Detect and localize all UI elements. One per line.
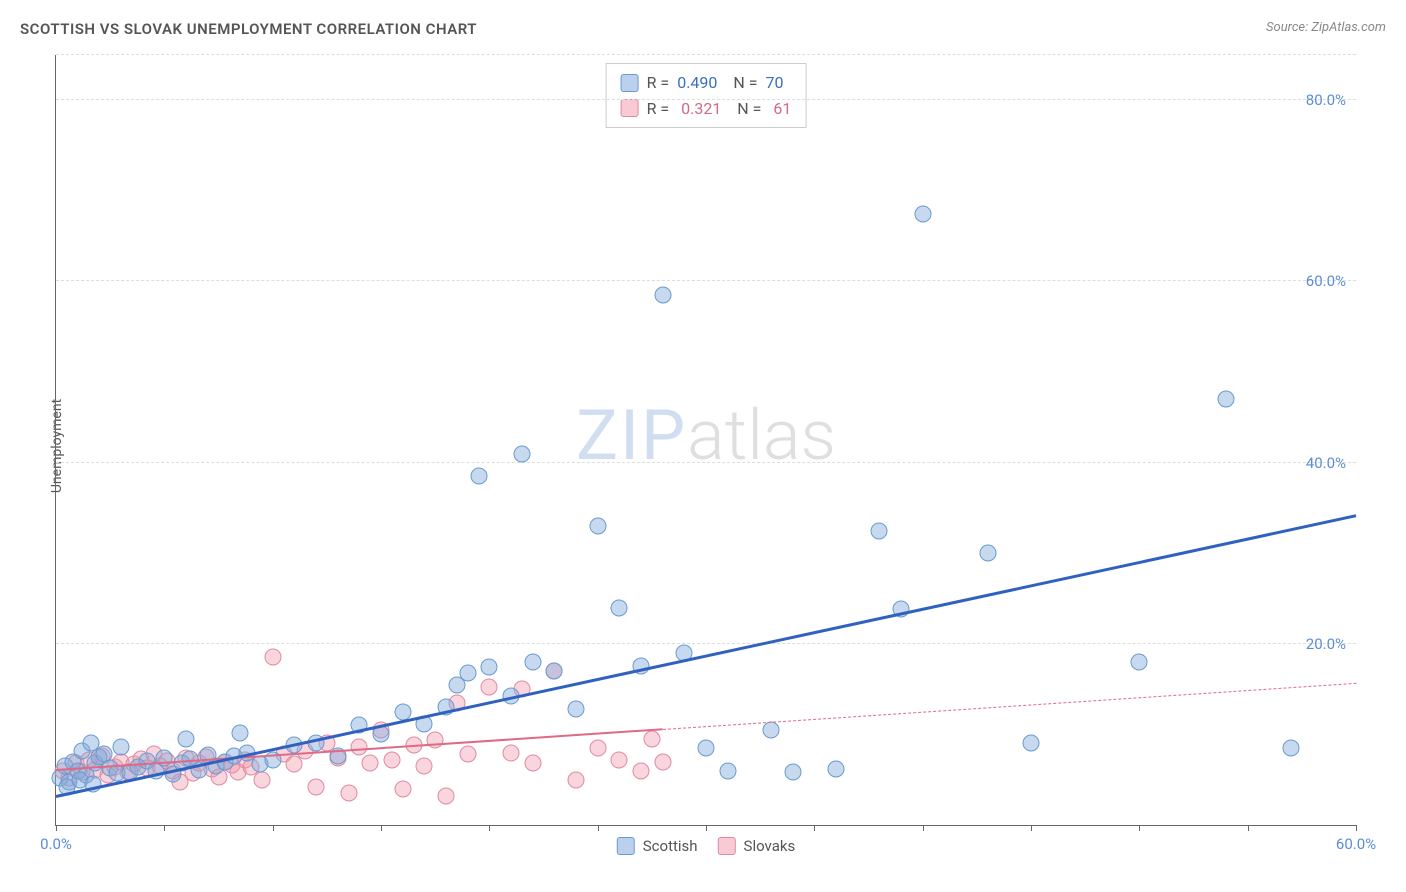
series-legend: Scottish Slovaks: [617, 837, 795, 855]
data-point: [589, 518, 606, 535]
x-tick: [381, 825, 382, 831]
x-tick: [273, 825, 274, 831]
data-point: [383, 751, 400, 768]
swatch-icon: [718, 837, 736, 855]
watermark: ZIPatlas: [576, 395, 836, 477]
data-point: [546, 663, 563, 680]
y-tick-label: 80.0%: [1306, 91, 1346, 109]
data-point: [611, 751, 628, 768]
data-point: [524, 653, 541, 670]
x-tick: [1248, 825, 1249, 831]
data-point: [1218, 391, 1235, 408]
gridline: [56, 462, 1356, 463]
data-point: [481, 679, 498, 696]
legend-row-scottish: R = 0.490 N = 70: [621, 70, 792, 96]
data-point: [351, 739, 368, 756]
data-point: [308, 778, 325, 795]
gridline: [56, 99, 1356, 100]
gridline: [56, 280, 1356, 281]
legend-label: Scottish: [643, 837, 698, 855]
x-tick: [923, 825, 924, 831]
data-point: [633, 762, 650, 779]
plot-area: ZIPatlas R = 0.490 N = 70 R = 0.321 N = …: [55, 55, 1356, 826]
data-point: [589, 740, 606, 757]
r-value: 0.490: [677, 70, 717, 96]
swatch-icon: [621, 74, 639, 92]
x-tick-label: 0.0%: [40, 835, 72, 853]
source-attribution: Source: ZipAtlas.com: [1266, 20, 1386, 35]
data-point: [513, 445, 530, 462]
data-point: [784, 764, 801, 781]
data-point: [914, 205, 931, 222]
x-tick: [1031, 825, 1032, 831]
data-point: [503, 744, 520, 761]
legend-label: Slovaks: [744, 837, 796, 855]
swatch-icon: [621, 99, 639, 117]
data-point: [828, 760, 845, 777]
r-label: R =: [647, 70, 670, 96]
data-point: [394, 780, 411, 797]
trend-line: [663, 683, 1356, 730]
data-point: [611, 599, 628, 616]
data-point: [340, 785, 357, 802]
data-point: [416, 758, 433, 775]
data-point: [698, 740, 715, 757]
data-point: [286, 756, 303, 773]
watermark-part2: atlas: [687, 395, 836, 477]
data-point: [871, 522, 888, 539]
n-value: 70: [765, 70, 783, 96]
data-point: [568, 771, 585, 788]
data-point: [459, 746, 476, 763]
x-tick: [598, 825, 599, 831]
data-point: [459, 664, 476, 681]
data-point: [1023, 735, 1040, 752]
data-point: [763, 721, 780, 738]
n-label: N =: [725, 70, 757, 96]
y-tick-label: 20.0%: [1306, 635, 1346, 653]
x-tick: [1139, 825, 1140, 831]
data-point: [654, 753, 671, 770]
x-tick: [706, 825, 707, 831]
legend-item: Slovaks: [718, 837, 796, 855]
gridline: [56, 54, 1356, 55]
x-tick: [814, 825, 815, 831]
swatch-icon: [617, 837, 635, 855]
data-point: [232, 724, 249, 741]
correlation-legend: R = 0.490 N = 70 R = 0.321 N = 61: [606, 63, 807, 128]
data-point: [264, 649, 281, 666]
chart-title: SCOTTISH VS SLOVAK UNEMPLOYMENT CORRELAT…: [20, 20, 477, 38]
data-point: [362, 754, 379, 771]
x-tick: [489, 825, 490, 831]
y-tick-label: 40.0%: [1306, 454, 1346, 472]
data-point: [654, 287, 671, 304]
x-tick: [56, 825, 57, 831]
data-point: [524, 755, 541, 772]
x-tick-label: 60.0%: [1336, 835, 1376, 853]
y-tick-label: 60.0%: [1306, 272, 1346, 290]
legend-item: Scottish: [617, 837, 698, 855]
data-point: [481, 659, 498, 676]
data-point: [470, 468, 487, 485]
data-point: [979, 545, 996, 562]
data-point: [1283, 740, 1300, 757]
x-tick: [164, 825, 165, 831]
data-point: [438, 788, 455, 805]
data-point: [113, 739, 130, 756]
data-point: [643, 730, 660, 747]
data-point: [1131, 653, 1148, 670]
data-point: [178, 730, 195, 747]
data-point: [253, 771, 270, 788]
data-point: [719, 762, 736, 779]
data-point: [568, 701, 585, 718]
gridline: [56, 643, 1356, 644]
watermark-part1: ZIP: [576, 395, 687, 477]
x-tick: [1356, 825, 1357, 831]
